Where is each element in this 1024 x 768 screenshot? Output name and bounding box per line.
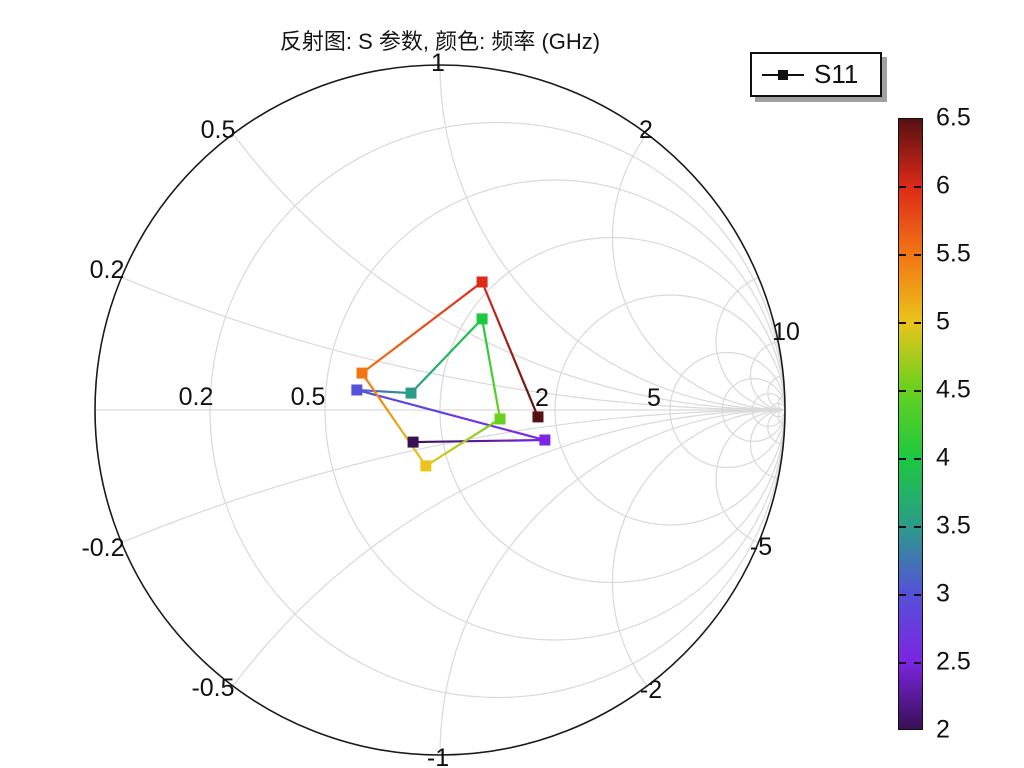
s11-line-segment [481, 318, 502, 420]
colorbar-tick [899, 594, 906, 596]
s11-line-segment [413, 438, 545, 444]
resistance-axis-label: 2 [535, 384, 549, 412]
reactance-rim-label: -2 [640, 676, 662, 704]
reactance-rim-label: -1 [427, 744, 449, 768]
colorbar-tick-label: 6.5 [936, 103, 971, 132]
s11-data-marker [420, 460, 432, 472]
s11-data-marker [494, 413, 506, 425]
colorbar-tick-label: 4 [936, 443, 950, 472]
resistance-axis-label: 0.2 [179, 383, 214, 411]
colorbar-tick [899, 458, 906, 460]
reactance-rim-label: 10 [772, 318, 800, 346]
s11-data-marker [532, 411, 544, 423]
s11-line-segment [361, 281, 483, 374]
resistance-circle [554, 294, 785, 526]
reactance-arc [749, 409, 785, 480]
reactance-arc [611, 409, 785, 755]
s11-data-marker [476, 313, 488, 325]
s11-data-marker [405, 387, 417, 399]
colorbar-tick [914, 458, 921, 460]
colorbar-tick [899, 322, 906, 324]
legend-box: S11 [750, 52, 882, 97]
colorbar-tick-label: 3 [936, 579, 950, 608]
colorbar-tick [899, 526, 906, 528]
reactance-arc [749, 340, 785, 411]
s11-line-segment [425, 418, 501, 467]
reactance-arc [767, 409, 785, 446]
s11-data-marker [539, 434, 551, 446]
reactance-arc [767, 374, 785, 411]
resistance-axis-label: 0.5 [291, 383, 326, 411]
colorbar-tick-label: 5 [936, 307, 950, 336]
colorbar-tick-label: 3.5 [936, 511, 971, 540]
colorbar-tick [914, 322, 921, 324]
colorbar-tick [899, 662, 906, 664]
smith-grid-labels: 0.2 0.5 2 5 0.2 0.5 1 2 10 -0.2 -0.5 -1 -2 -5 [81, 49, 799, 768]
resistance-circle [669, 351, 785, 469]
plot-title: 反射图: S 参数, 颜色: 频率 (GHz) [279, 29, 601, 54]
colorbar-gradient [899, 119, 922, 729]
colorbar-tick [914, 390, 921, 392]
s11-line-segment [356, 388, 546, 442]
s11-line-segment [410, 318, 483, 394]
resistance-circle [209, 121, 785, 699]
reactance-rim-label: 0.2 [90, 256, 125, 284]
colorbar-tick [914, 594, 921, 596]
colorbar-tick-label: 6 [936, 171, 950, 200]
resistance-axis-label: 5 [647, 384, 661, 412]
s11-data-marker [351, 384, 363, 396]
s11-series [351, 276, 551, 472]
reactance-rim-label: -5 [750, 533, 772, 561]
colorbar-tick [914, 186, 921, 188]
s11-line-segment [481, 281, 539, 418]
s11-data-marker [356, 367, 368, 379]
reactance-arc [715, 271, 785, 411]
colorbar-tick-label: 4.5 [936, 375, 971, 404]
reactance-rim-label: 0.5 [201, 116, 236, 144]
legend-line-marker-icon [762, 69, 804, 80]
colorbar [898, 118, 923, 730]
colorbar-tick [914, 526, 921, 528]
colorbar-tick [899, 254, 906, 256]
colorbar-tick-label: 5.5 [936, 239, 971, 268]
reactance-arc [95, 409, 785, 755]
reactance-rim-label: 2 [639, 116, 653, 144]
reactance-arc [715, 409, 785, 549]
legend-series-label: S11 [814, 59, 859, 89]
colorbar-tick [899, 186, 906, 188]
reactance-arc [439, 65, 785, 411]
reactance-arc [95, 65, 785, 411]
reactance-arc [95, 409, 785, 755]
s11-data-marker [407, 436, 419, 448]
smith-outer-circle [94, 64, 786, 756]
colorbar-tick [914, 662, 921, 664]
reactance-rim-label: -0.2 [81, 534, 124, 562]
reactance-arc [611, 65, 785, 411]
reactance-rim-label: -0.5 [191, 674, 234, 702]
resistance-circle [324, 179, 785, 641]
s11-line-segment [356, 388, 412, 395]
colorbar-tick-label: 2 [936, 715, 950, 744]
s11-data-marker [476, 276, 488, 288]
colorbar-tick [914, 254, 921, 256]
colorbar-tick [899, 390, 906, 392]
reactance-rim-label: 1 [431, 49, 445, 77]
colorbar-tick-label: 2.5 [936, 647, 971, 676]
s11-line-segment [361, 372, 427, 467]
